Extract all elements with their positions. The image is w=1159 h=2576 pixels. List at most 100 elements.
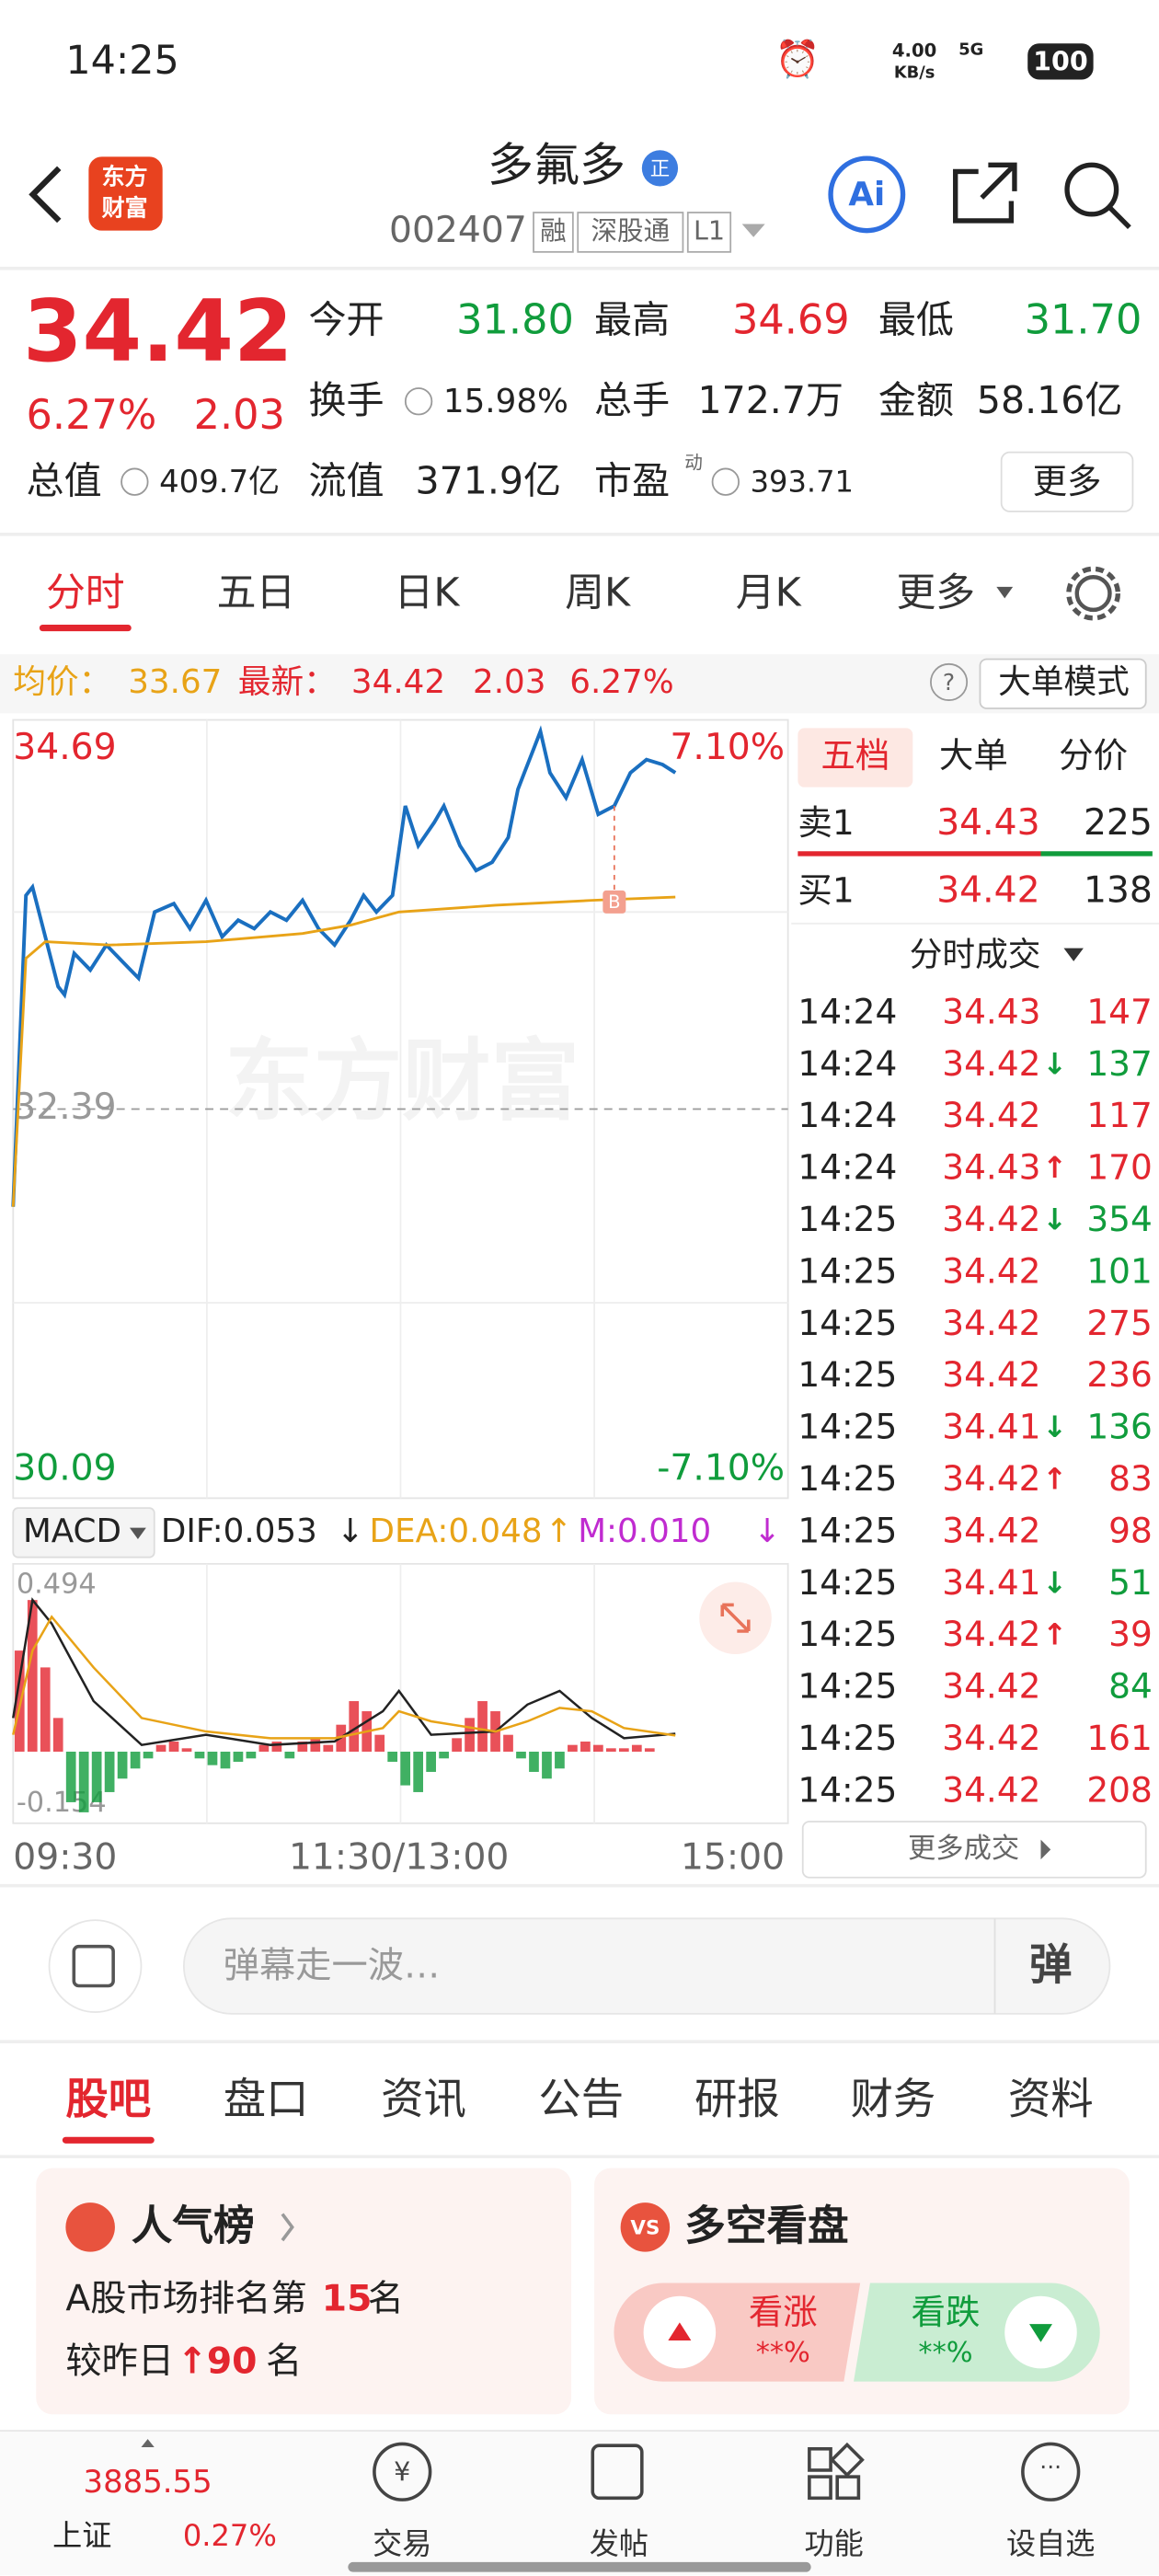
trade-time: 14:25: [798, 1562, 897, 1603]
section-tab[interactable]: 盘口: [224, 2075, 309, 2124]
macd-bar: [117, 1751, 128, 1779]
trade-volume: 117: [1086, 1095, 1153, 1135]
book-tab[interactable]: 大单: [939, 735, 1008, 776]
ai-button[interactable]: [828, 155, 906, 234]
section-tab[interactable]: 股吧: [65, 2075, 151, 2124]
trade-time: 14:25: [798, 1303, 897, 1343]
macd-bar: [27, 1600, 38, 1752]
trade-volume: 161: [1086, 1718, 1153, 1758]
book-tab[interactable]: 五档: [820, 735, 889, 776]
macd-bar: [374, 1734, 385, 1752]
sentiment-icon: [620, 2202, 671, 2252]
trade-time: 14:25: [798, 1407, 897, 1447]
macd-bar: [529, 1751, 539, 1772]
rank: 15: [322, 2279, 373, 2320]
tab-underline: [39, 624, 132, 632]
section-tab[interactable]: 资料: [1008, 2075, 1094, 2124]
macd-bar: [349, 1701, 360, 1752]
mode-button[interactable]: [979, 658, 1147, 709]
index-value[interactable]: 3885.55: [84, 2464, 212, 2500]
trade-volume: 98: [1108, 1510, 1153, 1550]
info-icon[interactable]: [120, 467, 149, 496]
chart-tab[interactable]: 分时: [46, 569, 125, 615]
info-icon[interactable]: [711, 467, 740, 496]
comment-icon[interactable]: [48, 1919, 143, 2013]
chevron: [281, 2213, 294, 2242]
macd-bar: [606, 1748, 616, 1752]
y-tick-label: 34.69: [13, 727, 116, 768]
macd-bar: [400, 1751, 411, 1786]
nav-label[interactable]: 交易: [373, 2526, 431, 2561]
back-button[interactable]: [29, 166, 62, 224]
more-trades-button[interactable]: [801, 1821, 1147, 1879]
chart-tab[interactable]: 更多: [896, 569, 975, 615]
macd-bar: [220, 1751, 231, 1769]
settings-button[interactable]: [1074, 574, 1112, 613]
search-button[interactable]: [1064, 162, 1119, 217]
trade-price: 34.42: [942, 1043, 1040, 1084]
network: 5G: [958, 40, 983, 59]
logo-text: 东方: [102, 164, 148, 190]
trade-price: 34.42: [942, 1666, 1040, 1707]
dropdown-arrow[interactable]: [741, 224, 765, 237]
trade-volume: 137: [1086, 1043, 1153, 1084]
chart-tab[interactable]: 月K: [736, 569, 802, 615]
buy-bar: [1040, 851, 1153, 857]
change-suffix: 名: [266, 2340, 302, 2382]
more-button[interactable]: [1000, 451, 1134, 512]
help-icon[interactable]: [930, 662, 969, 701]
dif-line: [12, 1597, 676, 1747]
net-speed: 4.00: [892, 40, 936, 62]
section-tab[interactable]: 公告: [538, 2075, 624, 2124]
x-tick-label: 15:00: [681, 1837, 785, 1879]
macd-select[interactable]: [12, 1507, 155, 1558]
trade-volume: 101: [1086, 1250, 1153, 1291]
danmaku-button[interactable]: 弹: [1029, 1939, 1072, 1989]
trade-volume: 83: [1108, 1458, 1153, 1499]
macd-label: DIF:0.053: [161, 1512, 317, 1550]
trade-arrow: ↓: [1042, 1565, 1067, 1600]
section-tab[interactable]: 财务: [850, 2075, 935, 2124]
divider: [0, 266, 1159, 270]
nav-label[interactable]: 功能: [805, 2526, 864, 2561]
trade-volume: 236: [1086, 1354, 1153, 1395]
status-time: 14:25: [65, 38, 178, 84]
macd-bar: [168, 1741, 179, 1752]
macd-label: M:0.010: [578, 1512, 711, 1550]
chart-tab[interactable]: 五日: [217, 569, 296, 615]
nav-label[interactable]: 设自选: [1006, 2526, 1095, 2561]
trade-time: 14:25: [798, 1250, 897, 1291]
trade-time: 14:24: [798, 1095, 897, 1135]
sell-price: 34.43: [936, 802, 1039, 844]
share-button[interactable]: [953, 162, 1017, 224]
trade-price: 34.42: [942, 1458, 1040, 1499]
y2-tick-label: 7.10%: [670, 727, 785, 768]
trade-price: 34.43: [942, 991, 1040, 1031]
field-label: 流值: [309, 458, 384, 502]
comment-input[interactable]: [182, 1917, 1111, 2015]
up-value: **%: [756, 2337, 810, 2369]
macd-bar: [271, 1741, 282, 1752]
section-tab[interactable]: 资讯: [381, 2075, 466, 2124]
chart-tab[interactable]: 日K: [395, 569, 461, 615]
info-icon[interactable]: [404, 387, 433, 416]
field-value: 172.7万: [697, 378, 843, 422]
ai-icon: Ai: [848, 176, 885, 213]
section-tab[interactable]: 研报: [694, 2075, 780, 2124]
book-tab[interactable]: 分价: [1059, 735, 1128, 776]
popular-card[interactable]: [36, 2168, 572, 2415]
section-underline: [62, 2136, 155, 2144]
macd-bar: [246, 1751, 257, 1759]
sell-label: 卖1: [798, 802, 854, 843]
chart-tab[interactable]: 周K: [565, 569, 631, 615]
macd-bar: [580, 1741, 591, 1752]
nav-label[interactable]: 发帖: [590, 2526, 648, 2561]
trade-volume: 354: [1086, 1199, 1153, 1239]
field-value: 31.80: [456, 296, 574, 344]
dea-line: [12, 1615, 676, 1740]
popular-icon: [65, 2202, 115, 2252]
trade-price: 34.42: [942, 1199, 1040, 1239]
trade-price: 34.42: [942, 1510, 1040, 1550]
stock-code: 002407: [389, 210, 527, 251]
